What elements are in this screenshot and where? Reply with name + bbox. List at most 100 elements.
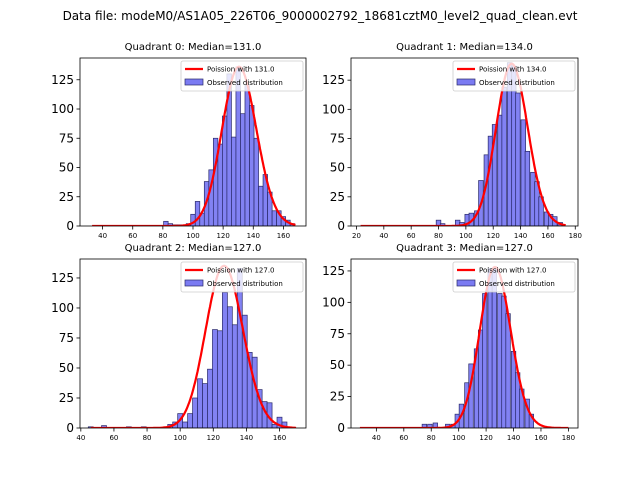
x-tick-label: 180 bbox=[562, 434, 575, 442]
legend-label-observed: Observed distribution bbox=[207, 79, 283, 87]
histogram-bar bbox=[524, 150, 531, 226]
histogram-bar bbox=[182, 421, 188, 428]
x-tick-label: 80 bbox=[434, 232, 443, 240]
histogram-bar bbox=[207, 368, 213, 428]
poisson-curve bbox=[360, 62, 566, 226]
legend-box bbox=[180, 261, 304, 293]
axes-frame bbox=[350, 57, 579, 227]
y-tick-label: 125 bbox=[51, 73, 74, 87]
y-tick-label: 50 bbox=[59, 361, 74, 375]
y-tick-label: 75 bbox=[330, 132, 345, 146]
histogram-bar bbox=[231, 136, 237, 226]
x-tick-label: 120 bbox=[479, 434, 492, 442]
histogram-bars bbox=[87, 268, 288, 428]
histogram-bar bbox=[491, 124, 498, 226]
subplot-quadrant-0: Quadrant 0: Median=131.0 40 60 80 100 120 140 1… bbox=[51, 42, 307, 240]
figure-suptitle: Data file: modeM0/AS1A05_226T06_90000027… bbox=[62, 9, 578, 23]
subplot-title: Quadrant 3: Median=127.0 bbox=[396, 243, 533, 254]
x-tick-label: 40 bbox=[98, 232, 107, 240]
histogram-bar bbox=[194, 201, 201, 226]
x-tick-label: 140 bbox=[240, 434, 253, 442]
legend-box bbox=[452, 60, 576, 92]
y-tick-label: 0 bbox=[66, 421, 74, 435]
poisson-curve bbox=[92, 65, 296, 226]
subplot-title: Quadrant 1: Median=134.0 bbox=[396, 42, 533, 53]
x-tick-label: 180 bbox=[569, 232, 582, 240]
legend-label-observed: Observed distribution bbox=[207, 280, 283, 288]
legend-patch-icon bbox=[184, 279, 204, 287]
histogram-bar bbox=[212, 329, 218, 428]
x-tick-label: 100 bbox=[452, 434, 465, 442]
x-tick-label: 80 bbox=[143, 434, 152, 442]
histogram-bar bbox=[253, 137, 259, 226]
y-tick-label: 0 bbox=[66, 219, 74, 233]
legend-patch-icon bbox=[456, 78, 476, 86]
legend-label-poisson: Poission with 134.0 bbox=[479, 66, 547, 74]
x-tick-label: 160 bbox=[277, 232, 290, 240]
histogram-bar bbox=[217, 143, 223, 226]
histogram-bar bbox=[187, 413, 193, 428]
y-tick-label: 50 bbox=[330, 358, 345, 372]
legend: Poission with 127.0 Observed distribution bbox=[180, 261, 304, 293]
legend-label-observed: Observed distribution bbox=[479, 280, 555, 288]
x-tick-label: 120 bbox=[207, 434, 220, 442]
subplot-quadrant-2: Quadrant 2: Median=127.0 40 60 80 100 120 140 1… bbox=[51, 243, 307, 442]
histogram-bar bbox=[227, 306, 233, 428]
poisson-curve bbox=[359, 265, 569, 428]
x-tick-label: 80 bbox=[427, 434, 436, 442]
x-tick-label: 60 bbox=[128, 232, 137, 240]
x-tick-label: 120 bbox=[487, 232, 500, 240]
y-tick-label: 25 bbox=[59, 391, 74, 405]
legend-patch-icon bbox=[456, 279, 476, 287]
y-tick-label: 100 bbox=[51, 102, 74, 116]
x-tick-label: 140 bbox=[514, 232, 527, 240]
y-tick-label: 25 bbox=[330, 190, 345, 204]
y-tick-label: 50 bbox=[59, 161, 74, 175]
histogram-bar bbox=[258, 185, 264, 226]
y-tick-label: 75 bbox=[59, 331, 74, 345]
histogram-bar bbox=[435, 219, 442, 226]
histogram-bar bbox=[202, 383, 208, 428]
y-tick-label: 125 bbox=[51, 271, 74, 285]
y-tick-label: 100 bbox=[51, 301, 74, 315]
histogram-bar bbox=[271, 210, 277, 226]
y-tick-label: 125 bbox=[322, 73, 345, 87]
legend-patch-icon bbox=[184, 78, 204, 86]
poisson-curve bbox=[90, 264, 297, 428]
histogram-bar bbox=[501, 86, 507, 226]
subplot-title: Quadrant 0: Median=131.0 bbox=[125, 42, 262, 53]
x-tick-label: 100 bbox=[186, 232, 199, 240]
histogram-bars bbox=[163, 66, 296, 226]
legend-label-observed: Observed distribution bbox=[479, 79, 555, 87]
y-tick-label: 75 bbox=[59, 131, 74, 145]
legend-label-poisson: Poission with 131.0 bbox=[207, 66, 275, 74]
x-tick-label: 40 bbox=[372, 434, 381, 442]
y-tick-label: 75 bbox=[330, 327, 345, 341]
x-tick-label: 80 bbox=[158, 232, 167, 240]
x-tick-label: 100 bbox=[173, 434, 186, 442]
y-tick-label: 25 bbox=[330, 390, 345, 404]
x-tick-label: 20 bbox=[352, 232, 361, 240]
histogram-bar bbox=[515, 92, 521, 226]
legend: Poission with 131.0 Observed distribution bbox=[180, 60, 304, 92]
x-tick-label: 160 bbox=[541, 232, 554, 240]
y-tick-label: 50 bbox=[330, 161, 345, 175]
y-tick-label: 125 bbox=[322, 264, 345, 278]
histogram-bar bbox=[231, 324, 238, 428]
subplot-quadrant-1: Quadrant 1: Median=134.0 20 40 60 80 100 120 14… bbox=[322, 42, 582, 240]
legend-label-poisson: Poission with 127.0 bbox=[479, 267, 547, 275]
y-tick-label: 25 bbox=[59, 190, 74, 204]
legend: Poission with 134.0 Observed distribution bbox=[452, 60, 576, 92]
histogram-bar bbox=[222, 292, 228, 428]
x-tick-label: 160 bbox=[534, 434, 547, 442]
x-tick-label: 100 bbox=[459, 232, 472, 240]
legend-box bbox=[452, 261, 576, 293]
y-tick-label: 0 bbox=[337, 421, 345, 435]
histogram-bar bbox=[240, 113, 246, 226]
y-tick-label: 0 bbox=[337, 219, 345, 233]
histogram-bar bbox=[222, 115, 228, 226]
subplot-title: Quadrant 2: Median=127.0 bbox=[125, 243, 262, 254]
x-tick-label: 40 bbox=[379, 232, 388, 240]
histogram-bar bbox=[197, 378, 203, 428]
